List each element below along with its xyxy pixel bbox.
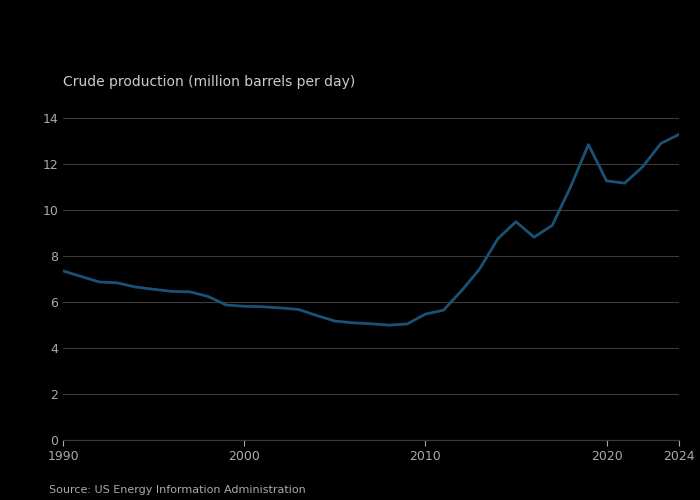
Text: Crude production (million barrels per day): Crude production (million barrels per da… (63, 75, 355, 89)
Text: Source: US Energy Information Administration: Source: US Energy Information Administra… (49, 485, 306, 495)
